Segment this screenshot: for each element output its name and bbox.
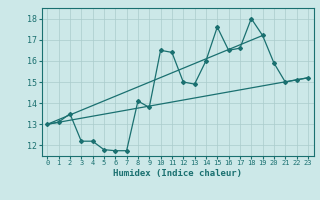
X-axis label: Humidex (Indice chaleur): Humidex (Indice chaleur) [113,169,242,178]
